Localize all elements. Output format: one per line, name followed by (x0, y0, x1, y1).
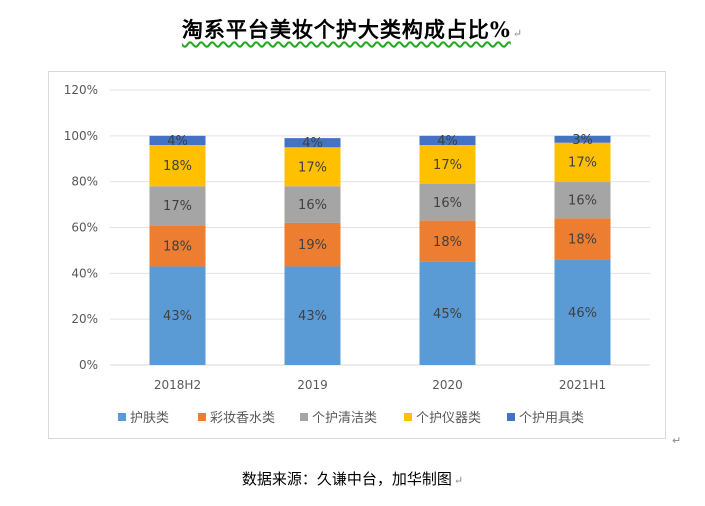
bar-segment (419, 220, 476, 262)
data-label: 45% (433, 307, 462, 322)
data-label: 18% (163, 159, 192, 174)
chart-frame (48, 71, 666, 439)
paragraph-mark-icon: ↵ (453, 474, 464, 487)
data-label: 3% (572, 133, 593, 148)
chart-title: 淘系平台美妆个护大类构成占比% ↵ (0, 14, 705, 44)
y-tick-label: 40% (71, 266, 98, 280)
bar-segment (149, 145, 206, 187)
data-label: 43% (163, 309, 192, 324)
bar-segment (554, 218, 611, 260)
data-label: 17% (298, 160, 327, 175)
data-label: 19% (298, 238, 327, 253)
legend-swatch (404, 413, 412, 421)
bar-segment (284, 266, 341, 365)
bar-segment (149, 225, 206, 267)
y-axis-ticks: 0% 20% 40% 60% 80% 100% 120% (64, 83, 98, 372)
bar-segment (284, 147, 341, 187)
legend-label: 个护用具类 (519, 411, 584, 426)
data-label: 17% (433, 158, 462, 173)
y-tick-label: 120% (64, 83, 98, 97)
legend-label: 彩妆香水类 (210, 411, 275, 426)
data-label: 4% (167, 134, 188, 149)
legend-swatch (300, 413, 308, 421)
x-tick-label: 2018H2 (154, 378, 201, 392)
y-tick-label: 20% (71, 312, 98, 326)
x-tick-label: 2020 (432, 378, 463, 392)
legend-label: 个护仪器类 (416, 411, 481, 426)
bar-segment (419, 135, 476, 145)
x-tick-label: 2019 (297, 378, 328, 392)
bar-segment (554, 142, 611, 182)
data-label: 16% (433, 196, 462, 211)
paragraph-mark-icon: ↵ (512, 27, 524, 40)
data-label: 18% (433, 235, 462, 250)
paragraph-mark-icon: ↵ (672, 434, 682, 447)
bar-segment (149, 135, 206, 145)
legend-label: 护肤类 (130, 411, 169, 426)
y-tick-label: 100% (64, 129, 98, 143)
bar-segment (554, 135, 611, 143)
legend-swatch (198, 413, 206, 421)
bar-segment (419, 261, 476, 365)
legend-swatch (118, 413, 126, 421)
data-label: 18% (163, 239, 192, 254)
data-label: 43% (298, 309, 327, 324)
bar-segment (284, 186, 341, 223)
bar-segment (419, 145, 476, 184)
bar-segment (149, 266, 206, 365)
data-label: 17% (568, 156, 597, 171)
bars: 43% 18% 17% 18% 4% 43% 19% 16% 17% 4% 45% 18% 16% 17%… (149, 133, 611, 365)
x-tick-label: 2021H1 (559, 378, 606, 392)
x-axis-ticks: 2018H2 2019 2020 2021H1 (154, 378, 606, 392)
source-note: 数据来源：久谦中台，加华制图 ↵ (0, 468, 705, 489)
data-label: 46% (568, 306, 597, 321)
data-label: 4% (302, 136, 323, 151)
data-label: 16% (298, 198, 327, 213)
bar-segment (419, 183, 476, 221)
chart-title-text: 淘系平台美妆个护大类构成占比% (181, 17, 511, 42)
legend-swatch (507, 413, 515, 421)
data-label: 4% (437, 134, 458, 149)
legend-label: 个护清洁类 (312, 411, 377, 426)
source-text: 数据来源：久谦中台，加华制图 (241, 470, 452, 488)
bar-segment (554, 259, 611, 365)
data-label: 16% (568, 194, 597, 209)
bar-segment (554, 181, 611, 219)
bar-segment (149, 186, 206, 226)
y-tick-label: 60% (71, 221, 98, 235)
data-label: 18% (568, 232, 597, 247)
bar-segment (284, 222, 341, 267)
data-label: 17% (163, 199, 192, 214)
y-tick-label: 80% (71, 175, 98, 189)
legend: 护肤类 彩妆香水类 个护清洁类 个护仪器类 个护用具类 (118, 411, 584, 426)
bar-segment (284, 138, 341, 148)
y-tick-label: 0% (79, 358, 98, 372)
